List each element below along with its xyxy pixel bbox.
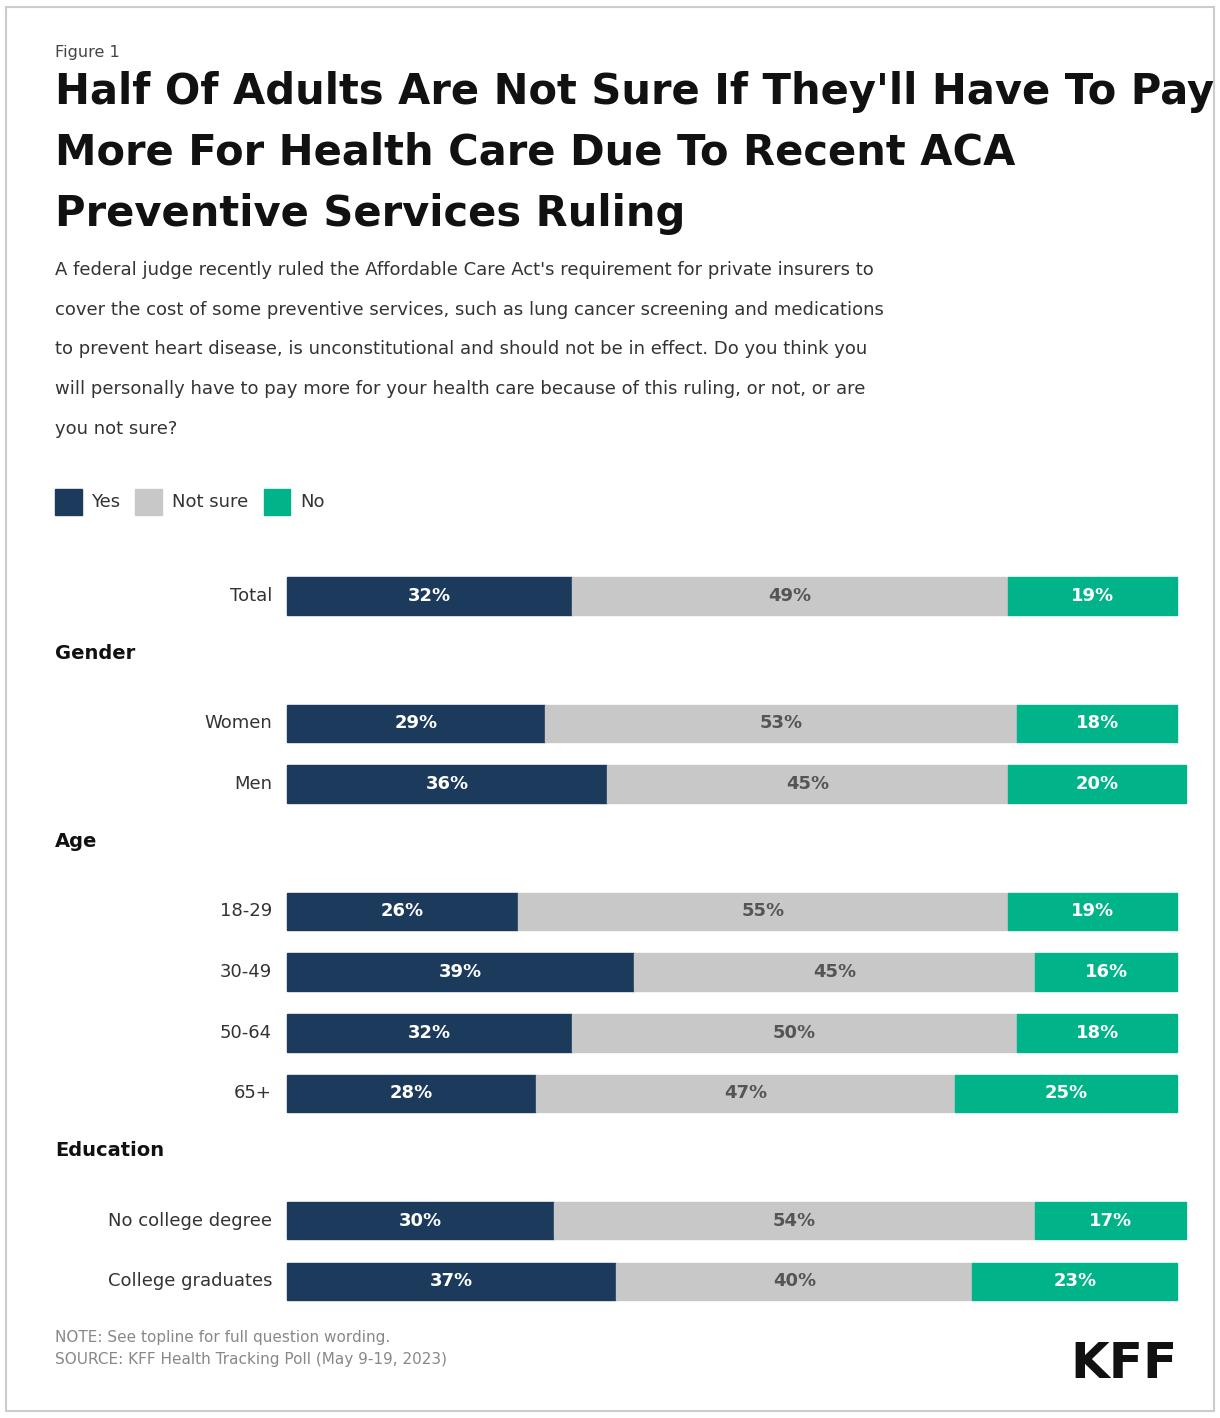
Text: 30%: 30% (399, 1212, 442, 1229)
Text: 17%: 17% (1089, 1212, 1132, 1229)
Text: Total: Total (229, 587, 272, 605)
Text: A federal judge recently ruled the Affordable Care Act's requirement for private: A federal judge recently ruled the Affor… (55, 261, 874, 279)
Text: NOTE: See topline for full question wording.
SOURCE: KFF Health Tracking Poll (M: NOTE: See topline for full question word… (55, 1330, 447, 1367)
Text: Age: Age (55, 832, 98, 851)
Bar (572, 1014, 1017, 1052)
Text: 18%: 18% (1076, 1024, 1119, 1042)
Text: 37%: 37% (429, 1272, 473, 1290)
Bar (1017, 705, 1177, 742)
Text: Figure 1: Figure 1 (55, 45, 120, 61)
Bar (1008, 892, 1177, 930)
Text: to prevent heart disease, is unconstitutional and should not be in effect. Do yo: to prevent heart disease, is unconstitut… (55, 340, 867, 359)
Text: 20%: 20% (1076, 776, 1119, 793)
Bar (536, 1075, 954, 1112)
Bar (135, 489, 162, 515)
Text: More For Health Care Due To Recent ACA: More For Health Care Due To Recent ACA (55, 132, 1015, 174)
Bar (287, 1075, 536, 1112)
Bar (1017, 1014, 1177, 1052)
Bar (287, 892, 518, 930)
Text: 19%: 19% (1071, 587, 1114, 605)
Text: 19%: 19% (1071, 902, 1114, 920)
Text: 40%: 40% (772, 1272, 816, 1290)
Bar (1008, 766, 1186, 803)
Bar (1008, 577, 1177, 615)
Text: Preventive Services Ruling: Preventive Services Ruling (55, 193, 686, 235)
Text: 49%: 49% (769, 587, 811, 605)
Bar (972, 1262, 1177, 1300)
Bar (1035, 953, 1177, 991)
Text: Gender: Gender (55, 644, 135, 664)
Bar (545, 705, 1017, 742)
Bar (1035, 1202, 1186, 1239)
Bar (608, 766, 1008, 803)
Text: 18-29: 18-29 (220, 902, 272, 920)
Text: 23%: 23% (1053, 1272, 1097, 1290)
Text: 16%: 16% (1085, 963, 1127, 981)
Bar (616, 1262, 972, 1300)
Bar (634, 953, 1035, 991)
Bar (55, 489, 82, 515)
Text: 32%: 32% (407, 587, 450, 605)
Text: 45%: 45% (786, 776, 830, 793)
Text: 28%: 28% (389, 1085, 433, 1102)
Text: 65+: 65+ (234, 1085, 272, 1102)
Bar (287, 577, 572, 615)
Text: will personally have to pay more for your health care because of this ruling, or: will personally have to pay more for you… (55, 380, 865, 398)
Text: Education: Education (55, 1141, 163, 1160)
Text: Yes: Yes (92, 493, 121, 510)
Bar (287, 1262, 616, 1300)
Text: Not sure: Not sure (172, 493, 249, 510)
Bar (264, 489, 290, 515)
Bar (554, 1202, 1035, 1239)
Text: 47%: 47% (723, 1085, 767, 1102)
Text: 32%: 32% (407, 1024, 450, 1042)
Bar (572, 577, 1008, 615)
Text: 55%: 55% (742, 902, 784, 920)
Text: 26%: 26% (381, 902, 425, 920)
Text: 30-49: 30-49 (220, 963, 272, 981)
Text: 29%: 29% (394, 715, 438, 733)
Text: 50%: 50% (772, 1024, 816, 1042)
Text: Men: Men (234, 776, 272, 793)
Bar (518, 892, 1008, 930)
Text: 50-64: 50-64 (220, 1024, 272, 1042)
Text: No college degree: No college degree (109, 1212, 272, 1229)
Bar (954, 1075, 1177, 1112)
Text: No: No (300, 493, 325, 510)
Text: 53%: 53% (759, 715, 803, 733)
Text: 18%: 18% (1076, 715, 1119, 733)
Text: 39%: 39% (439, 963, 482, 981)
Text: cover the cost of some preventive services, such as lung cancer screening and me: cover the cost of some preventive servic… (55, 301, 883, 319)
Text: 45%: 45% (813, 963, 856, 981)
Bar (287, 1202, 554, 1239)
Bar (287, 953, 634, 991)
Bar (287, 705, 545, 742)
Text: College graduates: College graduates (107, 1272, 272, 1290)
Text: KFF: KFF (1070, 1340, 1177, 1388)
Bar (287, 766, 608, 803)
Text: 54%: 54% (772, 1212, 816, 1229)
Text: 25%: 25% (1044, 1085, 1087, 1102)
Text: Women: Women (204, 715, 272, 733)
Bar (287, 1014, 572, 1052)
Text: Half Of Adults Are Not Sure If They'll Have To Pay: Half Of Adults Are Not Sure If They'll H… (55, 71, 1214, 113)
Text: you not sure?: you not sure? (55, 420, 177, 438)
Text: 36%: 36% (426, 776, 468, 793)
